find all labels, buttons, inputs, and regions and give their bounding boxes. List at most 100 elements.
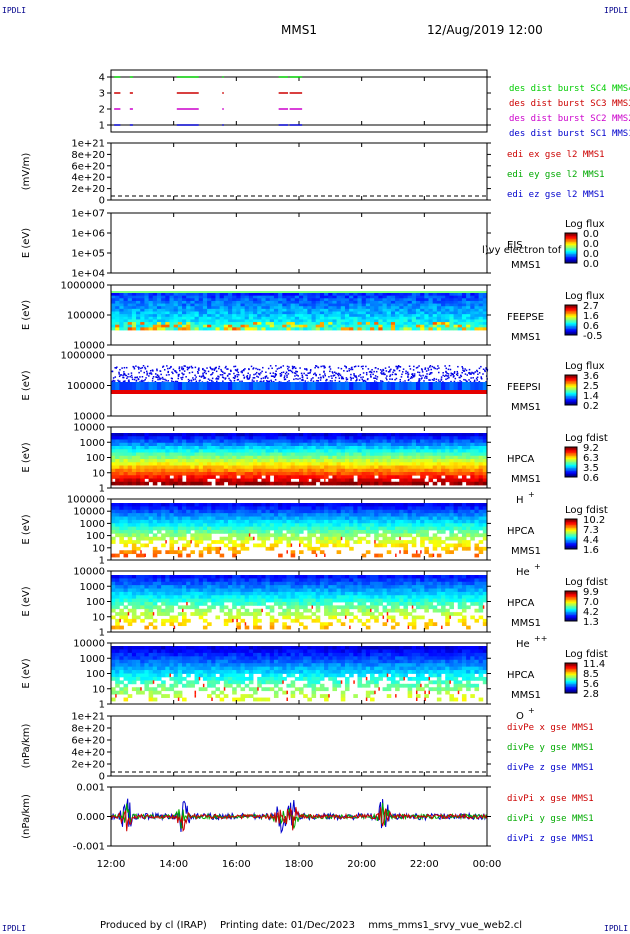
panel-hpca_h-cell <box>311 481 317 486</box>
panel-hpca_he-cell <box>324 509 329 514</box>
panel-feepse-cell <box>207 300 212 304</box>
panel-hpca_h-cell <box>273 455 279 460</box>
panel-feepse-cell <box>194 327 200 331</box>
panel-feepse-cell <box>290 291 296 293</box>
panel-feepse-cell <box>207 306 212 310</box>
panel-hpca_he-cell <box>307 519 312 524</box>
panel-feepse-cell <box>399 319 404 323</box>
panel-feepse-cell <box>127 324 133 328</box>
panel-feepse-cell <box>177 311 183 315</box>
panel-feepsi-dot <box>446 377 449 380</box>
panel-hpca_h-cell <box>219 452 225 457</box>
panel-feepsi-cell <box>328 382 333 390</box>
panel-hpca_he-cell <box>136 536 141 541</box>
panel-feepse-cell <box>278 327 283 331</box>
panel-feepse-cell <box>173 306 179 310</box>
panel-feepse-cell <box>248 293 254 297</box>
panel-feepse-cell <box>152 314 158 318</box>
panel-feepse-cell <box>432 293 438 297</box>
panel-hpca_h-cell <box>441 465 446 470</box>
panel-hpca_h-cell <box>365 475 371 479</box>
panel-feepsi-dot <box>221 371 224 373</box>
panel-feepsi-dot <box>141 376 144 378</box>
panel-hpca_he-cell <box>282 513 287 517</box>
panel-feepse-cell <box>428 306 434 310</box>
panel-feepsi-dot <box>353 373 355 375</box>
panel-hpca_h-cell <box>227 446 233 450</box>
panel-hpca_he-cell <box>319 516 325 521</box>
panel-feepse-cell <box>466 295 471 299</box>
panel-hpca_h-cell <box>357 436 363 440</box>
panel-hpca_h-cell <box>311 459 317 463</box>
panel-hpca_he-cell <box>152 503 158 507</box>
panel-hpca_he-cell <box>148 536 154 541</box>
panel-feepse-cell <box>299 316 304 320</box>
panel-hpca_h-cell <box>294 472 300 476</box>
panel-feepsi-dot <box>395 373 397 376</box>
panel-feepse-cell <box>365 322 371 326</box>
panel-hpca_h-cell <box>227 459 233 463</box>
panel-feepse-cell <box>349 314 354 318</box>
panel-hpca_h-cell <box>186 462 191 466</box>
panel-hpca_h-spectrogram <box>111 433 488 486</box>
panel-feepse-cell <box>461 322 467 326</box>
panel-feepsi-dot <box>418 378 421 380</box>
panel-hpca_h-cell <box>315 472 321 476</box>
panel-feepse-cell <box>307 308 312 312</box>
panel-hpca_he-cell <box>123 553 129 558</box>
panel-feepsi-dot <box>319 379 322 381</box>
panel-hpca_h-cell <box>453 436 459 440</box>
panel-feepse-cell <box>361 303 367 307</box>
panel-hpca_h-cell <box>403 475 409 479</box>
panel-hpca_h-cell <box>390 459 396 463</box>
panel-feepsi-dot <box>389 374 392 376</box>
panel-hpca_h-cell <box>365 442 371 447</box>
panel-hpca_h-cell <box>294 446 300 450</box>
panel-hpca_h-cell <box>248 452 254 457</box>
panel-hpca_he-cell <box>344 516 350 521</box>
panel-feepse-cell <box>324 291 329 293</box>
panel-hpca_he-cell <box>282 509 287 514</box>
panel-hpca_he-cell <box>257 519 262 524</box>
panel-feepsi-dot <box>464 373 467 375</box>
panel-feepse-cell <box>361 306 367 310</box>
panel-hpca_h-cell <box>198 459 204 463</box>
panel-hpca_he-cell <box>382 540 388 544</box>
panel-feepse-cell <box>474 308 480 312</box>
panel-feepse-cell <box>311 314 317 318</box>
panel-hpca_h-cell <box>227 465 233 470</box>
panel-feepse-cell <box>127 316 133 320</box>
panel-hpca_he-cell <box>319 530 325 534</box>
panel-feepsi-dot <box>145 370 148 373</box>
panel-feepsi-dot <box>411 376 413 379</box>
panel-hpca_he-cell <box>344 513 350 517</box>
panel-feepsi-cell <box>131 390 137 394</box>
panel-hpca_he-cell <box>177 536 183 541</box>
panel-hpca_h-cell <box>466 472 471 476</box>
panel-hpca_h-cell <box>328 472 333 476</box>
panel-hpca_h-cell <box>415 465 421 470</box>
panel-feepse-cell <box>215 293 221 297</box>
panel-feepsi-dot <box>329 368 332 370</box>
panel-hpca_he-cell <box>119 530 124 534</box>
panel-hpca_h-cell <box>165 446 170 450</box>
panel-hpca_h-cell <box>407 455 413 460</box>
panel-feepsi-dot <box>287 369 290 372</box>
panel-feepsi-dot <box>151 377 154 380</box>
panel-feepse-cell <box>403 327 409 331</box>
panel-feepse-cell <box>382 298 388 302</box>
panel-hpca_h-cell <box>324 452 329 457</box>
panel-hpca_h-cell <box>424 468 429 473</box>
panel-hpca_he-cell <box>332 540 337 544</box>
panel-hpca_h-cell <box>127 436 133 440</box>
panel-hpca_h-cell <box>303 459 308 463</box>
panel-feepse-cell <box>482 324 488 328</box>
panel-hpca_he-cell <box>261 509 266 514</box>
panel-feepse-cell <box>303 298 308 302</box>
panel-hpca_h-cell <box>165 436 170 440</box>
panel-feepse-cell <box>240 306 246 310</box>
panel-feepse-cell <box>445 322 450 326</box>
panel-feepsi-dot <box>462 369 464 371</box>
panel-feepse-cell <box>202 293 208 297</box>
panel-feepsi-dot <box>162 365 165 368</box>
